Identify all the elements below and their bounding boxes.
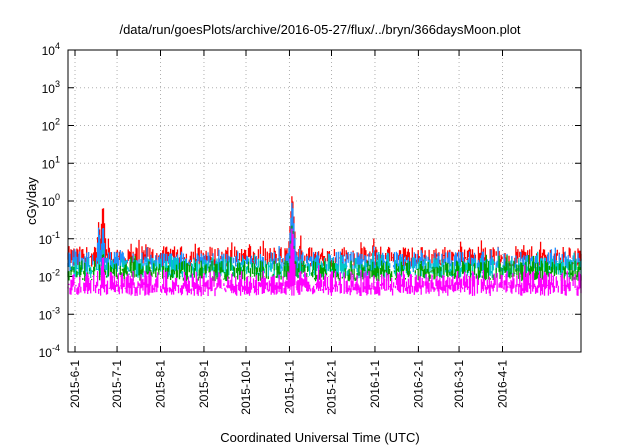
x-tick-label: 2015-11-1: [282, 360, 296, 414]
y-tick-label: 104: [42, 41, 60, 58]
x-tick-label: 2016-4-1: [496, 360, 510, 408]
y-axis-label: cGy/day: [24, 177, 39, 225]
x-tick-label: 2015-8-1: [154, 360, 168, 408]
chart-title: /data/run/goesPlots/archive/2016-05-27/f…: [119, 22, 521, 37]
series-line: [67, 228, 582, 297]
y-tick-label: 100: [42, 192, 60, 209]
y-tick-label: 10-3: [39, 305, 60, 322]
y-tick-label: 10-2: [39, 268, 60, 285]
y-tick-label: 10-1: [39, 230, 60, 247]
x-tick-label: 2016-2-1: [411, 360, 425, 408]
x-tick-label: 2016-1-1: [368, 360, 382, 408]
x-tick-label: 2015-9-1: [197, 360, 211, 408]
y-tick-label: 102: [42, 117, 60, 134]
x-tick-label: 2015-10-1: [239, 360, 253, 415]
y-tick-label: 103: [42, 79, 60, 96]
y-tick-label: 101: [42, 154, 60, 171]
x-axis-label: Coordinated Universal Time (UTC): [220, 430, 420, 445]
x-tick-label: 2016-3-1: [452, 360, 466, 408]
x-tick-label: 2015-12-1: [325, 360, 339, 415]
y-tick-label: 10-4: [39, 343, 60, 360]
plot-frame: [67, 49, 582, 353]
x-tick-label: 2015-6-1: [68, 360, 82, 408]
x-tick-label: 2015-7-1: [110, 360, 124, 408]
